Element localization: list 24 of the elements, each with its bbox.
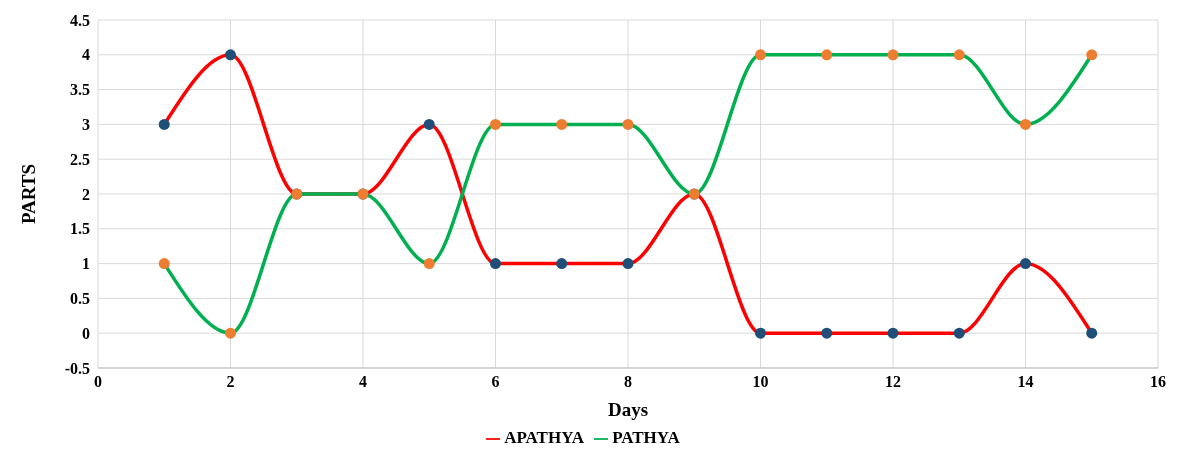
y-tick-label: 2.5 xyxy=(70,150,90,168)
legend-label: PATHYA xyxy=(612,428,680,447)
y-tick-label: 1.5 xyxy=(70,220,90,238)
y-tick-label: 3 xyxy=(82,116,90,134)
y-tick-label: -0.5 xyxy=(64,359,90,377)
y-tick-label: 0 xyxy=(82,324,90,342)
y-tick-label: 2 xyxy=(82,185,90,203)
y-axis-title: PARTS xyxy=(17,163,39,225)
y-tick-label: 0.5 xyxy=(70,290,90,308)
x-tick-label: 6 xyxy=(491,373,500,391)
y-tick-label: 4.5 xyxy=(70,11,90,29)
y-tick-label: 1 xyxy=(82,255,90,273)
y-tick-label: 3.5 xyxy=(70,81,90,99)
x-tick-label: 16 xyxy=(1150,373,1166,391)
x-tick-label: 10 xyxy=(752,373,769,391)
x-tick-label: 8 xyxy=(624,373,632,391)
x-axis-title: Days xyxy=(607,399,649,420)
x-tick-label: 12 xyxy=(885,373,901,391)
x-tick-label: 2 xyxy=(226,373,235,391)
y-tick-label: 4 xyxy=(82,46,90,64)
x-tick-label: 0 xyxy=(94,373,102,391)
x-tick-label: 4 xyxy=(359,373,367,391)
x-tick-label: 14 xyxy=(1017,373,1034,391)
legend-label: APATHYA xyxy=(504,428,585,447)
